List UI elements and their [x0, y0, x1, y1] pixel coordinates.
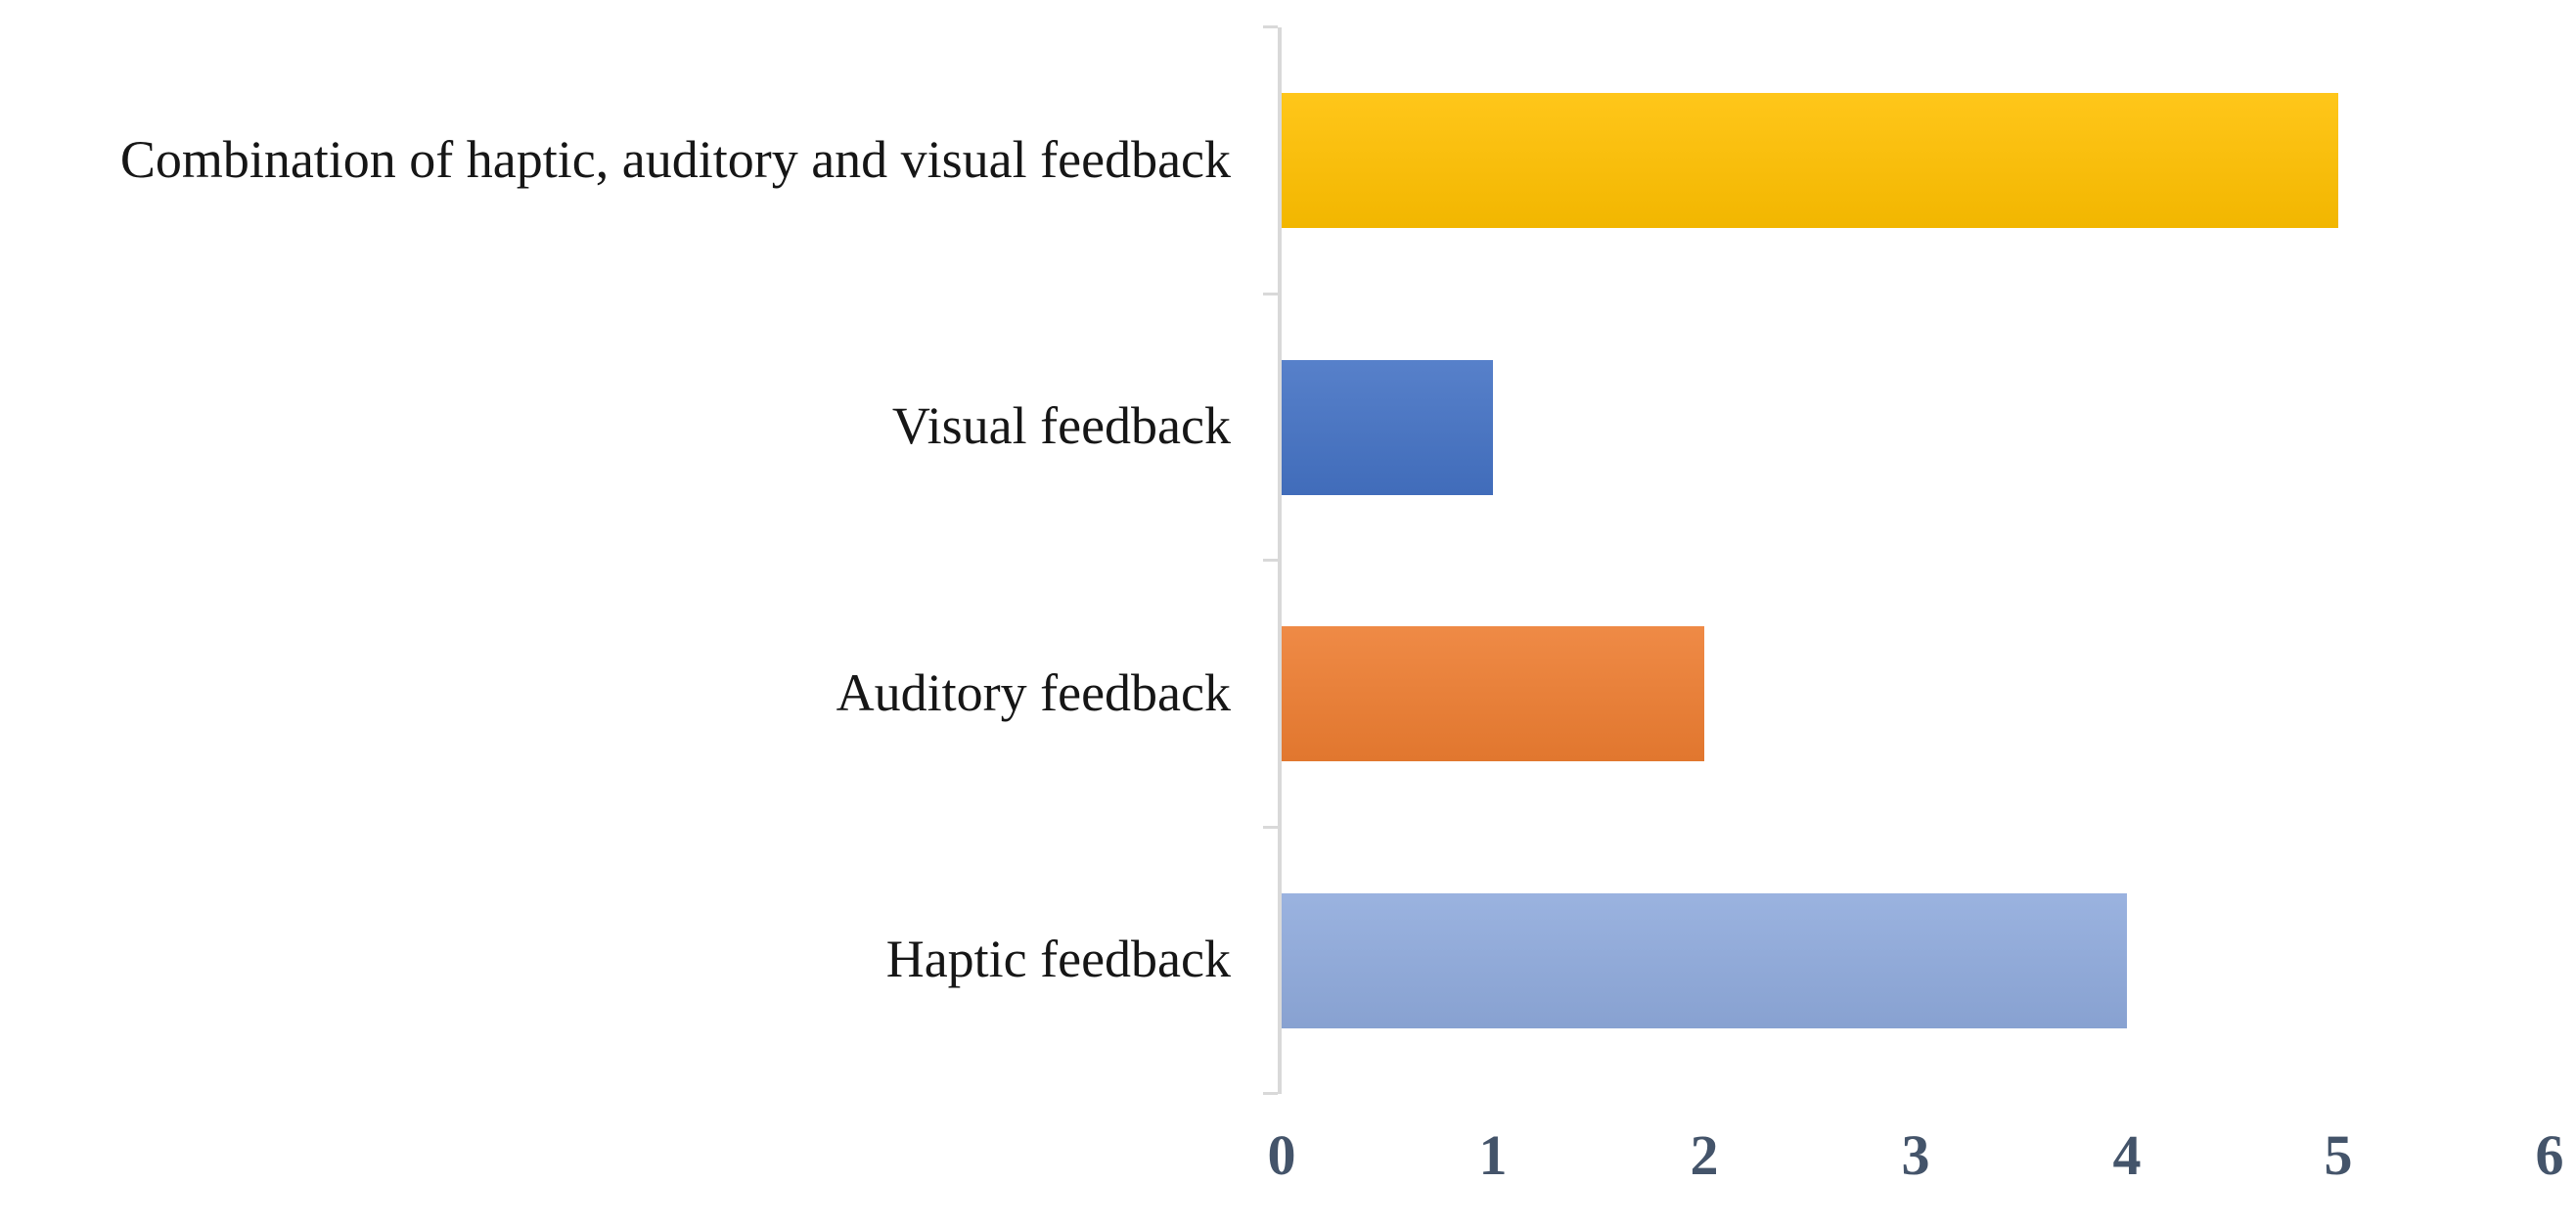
category-label-haptic: Haptic feedback: [885, 930, 1231, 989]
x-tick-label-2: 2: [1690, 1123, 1719, 1187]
bar-visual-feedback: [1282, 626, 1704, 761]
axis-tick-mark: [1263, 825, 1278, 829]
category-label-combination: Combination of haptic, auditory and visu…: [119, 130, 1231, 190]
bar-auditory-feedback: [1282, 892, 2127, 1028]
axis-tick-mark: [1263, 292, 1278, 296]
axis-tick-mark: [1263, 25, 1278, 28]
bar-haptic-feedback: [1282, 93, 2338, 228]
category-label-visual: Visual feedback: [891, 396, 1231, 456]
x-axis: 0 1 2 3 4 5 6: [1268, 1121, 2564, 1209]
x-tick-label-6: 6: [2535, 1123, 2564, 1187]
x-tick-label-1: 1: [1478, 1123, 1508, 1187]
x-tick-label-0: 0: [1267, 1123, 1296, 1187]
plot-area: [1263, 25, 2550, 1095]
axis-tick-mark: [1263, 1092, 1278, 1095]
bar-row: [1282, 828, 2550, 1095]
y-axis-line: [1278, 27, 1282, 1094]
x-tick-label-4: 4: [2112, 1123, 2142, 1187]
bar-row: [1282, 561, 2550, 828]
category-label-auditory: Auditory feedback: [836, 663, 1231, 723]
x-tick-label-5: 5: [2324, 1123, 2353, 1187]
axis-tick-mark: [1263, 559, 1278, 562]
bar-combination-feedback: [1282, 359, 1493, 495]
bar-row: [1282, 295, 2550, 562]
x-tick-label-3: 3: [1901, 1123, 1930, 1187]
bar-row: [1282, 27, 2550, 295]
